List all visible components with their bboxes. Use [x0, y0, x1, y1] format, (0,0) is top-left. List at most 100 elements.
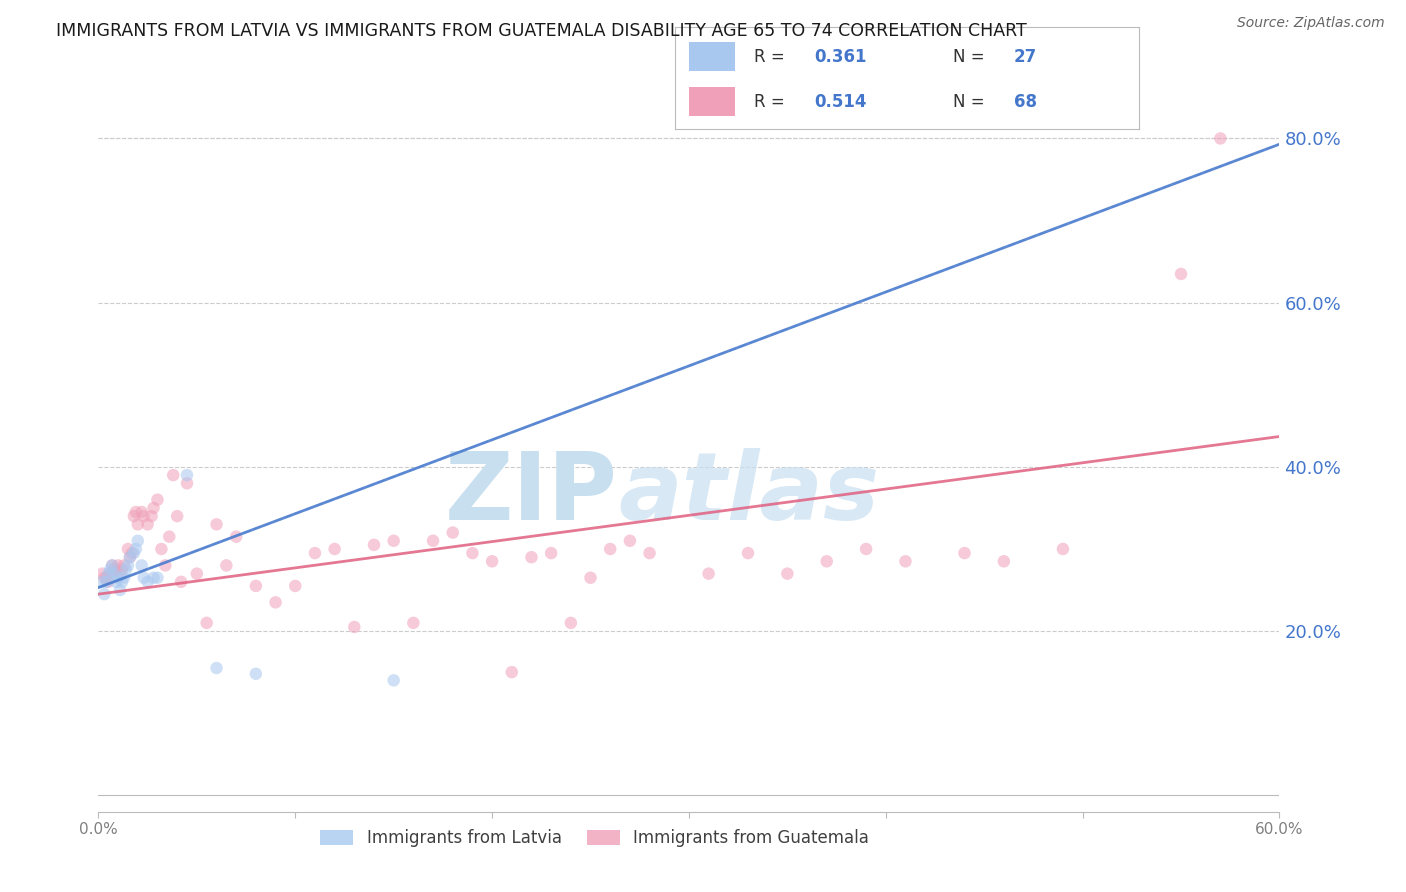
Point — [122, 509, 145, 524]
Point — [105, 562, 128, 576]
Point — [103, 566, 125, 581]
Text: 0.361: 0.361 — [814, 47, 866, 65]
Legend: Immigrants from Latvia, Immigrants from Guatemala: Immigrants from Latvia, Immigrants from … — [314, 822, 876, 854]
Point — [382, 533, 405, 548]
Point — [117, 541, 139, 556]
Point — [619, 533, 641, 548]
Point — [264, 595, 287, 609]
Point — [97, 566, 120, 581]
Point — [540, 546, 562, 560]
Point — [599, 541, 621, 556]
Point — [97, 574, 120, 589]
Point — [118, 550, 141, 565]
Point — [176, 476, 198, 491]
Point — [481, 554, 503, 568]
Point — [101, 558, 124, 573]
Text: Source: ZipAtlas.com: Source: ZipAtlas.com — [1237, 16, 1385, 30]
Point — [150, 541, 173, 556]
FancyBboxPatch shape — [689, 87, 735, 116]
Point — [205, 517, 228, 532]
FancyBboxPatch shape — [689, 42, 735, 70]
Point — [93, 571, 115, 585]
Point — [142, 571, 165, 585]
Point — [155, 558, 177, 573]
Point — [141, 509, 163, 524]
Point — [112, 558, 135, 573]
Point — [737, 546, 759, 560]
Text: R =: R = — [754, 47, 790, 65]
Point — [176, 468, 198, 483]
Point — [146, 492, 169, 507]
Point — [776, 566, 799, 581]
Point — [520, 550, 543, 565]
Point — [894, 554, 917, 568]
Point — [142, 500, 165, 515]
Text: ZIP: ZIP — [446, 448, 619, 540]
Point — [107, 571, 129, 585]
Point — [111, 574, 134, 589]
Point — [98, 566, 121, 581]
Point — [146, 571, 169, 585]
Point — [323, 541, 346, 556]
Point — [101, 558, 124, 573]
Point — [382, 673, 405, 688]
Point — [108, 582, 131, 597]
Point — [91, 566, 114, 581]
Point — [108, 566, 131, 581]
Point — [162, 468, 184, 483]
Text: R =: R = — [754, 93, 790, 111]
Point — [112, 571, 135, 585]
Point — [461, 546, 484, 560]
Point — [579, 571, 602, 585]
Point — [993, 554, 1015, 568]
Point — [131, 505, 153, 519]
Point — [157, 530, 180, 544]
Point — [91, 574, 114, 589]
Point — [343, 620, 366, 634]
Point — [195, 615, 218, 630]
Point — [136, 574, 159, 589]
Point — [132, 571, 155, 585]
Point — [127, 533, 149, 548]
Point — [855, 541, 877, 556]
Point — [121, 546, 143, 560]
Point — [122, 546, 145, 560]
Point — [501, 665, 523, 680]
Point — [96, 574, 118, 589]
Point — [245, 579, 267, 593]
Point — [125, 505, 148, 519]
Point — [103, 562, 125, 576]
Point — [96, 571, 118, 585]
Text: 0.514: 0.514 — [814, 93, 866, 111]
Point — [638, 546, 661, 560]
Point — [93, 587, 115, 601]
Point — [118, 550, 141, 565]
Point — [131, 558, 153, 573]
Text: 27: 27 — [1014, 47, 1036, 65]
Point — [304, 546, 326, 560]
Point — [215, 558, 238, 573]
Point — [127, 517, 149, 532]
Point — [111, 562, 134, 576]
Point — [441, 525, 464, 540]
Point — [284, 579, 307, 593]
Text: 68: 68 — [1014, 93, 1036, 111]
Point — [363, 538, 385, 552]
Point — [1170, 267, 1192, 281]
Point — [186, 566, 208, 581]
Point — [205, 661, 228, 675]
Point — [815, 554, 838, 568]
Point — [136, 517, 159, 532]
Point — [422, 533, 444, 548]
Point — [225, 530, 247, 544]
Point — [953, 546, 976, 560]
Point — [117, 558, 139, 573]
Point — [560, 615, 582, 630]
Point — [1209, 131, 1232, 145]
Point — [132, 509, 155, 524]
Point — [245, 666, 267, 681]
Point — [166, 509, 188, 524]
Point — [107, 558, 129, 573]
Point — [125, 541, 148, 556]
Text: N =: N = — [953, 93, 990, 111]
